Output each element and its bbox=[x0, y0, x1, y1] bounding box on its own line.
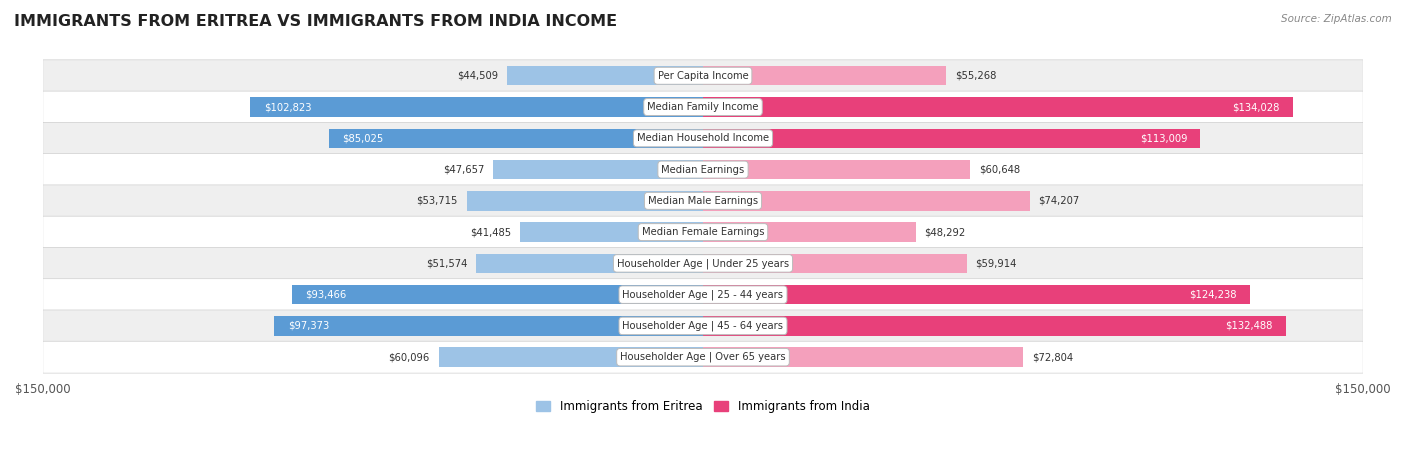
Text: $97,373: $97,373 bbox=[288, 321, 329, 331]
FancyBboxPatch shape bbox=[42, 310, 1364, 342]
Text: Householder Age | Under 25 years: Householder Age | Under 25 years bbox=[617, 258, 789, 269]
Text: Source: ZipAtlas.com: Source: ZipAtlas.com bbox=[1281, 14, 1392, 24]
Text: $85,025: $85,025 bbox=[342, 133, 384, 143]
Bar bbox=[703, 316, 1286, 336]
Bar bbox=[703, 66, 946, 85]
Text: $48,292: $48,292 bbox=[924, 227, 966, 237]
Bar bbox=[274, 316, 703, 336]
FancyBboxPatch shape bbox=[42, 122, 1364, 154]
Text: $60,648: $60,648 bbox=[979, 164, 1019, 175]
Text: $53,715: $53,715 bbox=[416, 196, 458, 206]
Text: $102,823: $102,823 bbox=[264, 102, 311, 112]
Bar bbox=[703, 222, 915, 242]
Bar bbox=[703, 191, 1029, 211]
Bar bbox=[439, 347, 703, 367]
Bar bbox=[467, 191, 703, 211]
Text: $132,488: $132,488 bbox=[1226, 321, 1272, 331]
FancyBboxPatch shape bbox=[42, 216, 1364, 248]
FancyBboxPatch shape bbox=[42, 341, 1364, 373]
Bar bbox=[703, 160, 970, 179]
Text: $134,028: $134,028 bbox=[1232, 102, 1279, 112]
Bar bbox=[520, 222, 703, 242]
Bar bbox=[291, 285, 703, 304]
Bar bbox=[508, 66, 703, 85]
Text: Householder Age | 25 - 44 years: Householder Age | 25 - 44 years bbox=[623, 290, 783, 300]
Bar bbox=[329, 128, 703, 148]
FancyBboxPatch shape bbox=[42, 60, 1364, 92]
Text: $124,238: $124,238 bbox=[1189, 290, 1237, 300]
Bar bbox=[703, 97, 1294, 117]
FancyBboxPatch shape bbox=[42, 91, 1364, 123]
Text: Householder Age | Over 65 years: Householder Age | Over 65 years bbox=[620, 352, 786, 362]
Bar bbox=[703, 128, 1201, 148]
Text: $55,268: $55,268 bbox=[955, 71, 997, 81]
Bar bbox=[494, 160, 703, 179]
Text: $72,804: $72,804 bbox=[1032, 352, 1073, 362]
Text: Median Female Earnings: Median Female Earnings bbox=[641, 227, 765, 237]
Bar bbox=[250, 97, 703, 117]
Bar bbox=[477, 254, 703, 273]
Text: Householder Age | 45 - 64 years: Householder Age | 45 - 64 years bbox=[623, 321, 783, 331]
FancyBboxPatch shape bbox=[42, 154, 1364, 185]
Text: $47,657: $47,657 bbox=[443, 164, 485, 175]
Text: Median Household Income: Median Household Income bbox=[637, 133, 769, 143]
Text: $44,509: $44,509 bbox=[457, 71, 498, 81]
Text: Median Family Income: Median Family Income bbox=[647, 102, 759, 112]
Bar bbox=[703, 285, 1250, 304]
Bar bbox=[703, 347, 1024, 367]
Text: $113,009: $113,009 bbox=[1140, 133, 1187, 143]
FancyBboxPatch shape bbox=[42, 185, 1364, 217]
Bar bbox=[703, 254, 967, 273]
Text: Median Earnings: Median Earnings bbox=[661, 164, 745, 175]
Text: Median Male Earnings: Median Male Earnings bbox=[648, 196, 758, 206]
Text: IMMIGRANTS FROM ERITREA VS IMMIGRANTS FROM INDIA INCOME: IMMIGRANTS FROM ERITREA VS IMMIGRANTS FR… bbox=[14, 14, 617, 29]
FancyBboxPatch shape bbox=[42, 248, 1364, 279]
Text: $59,914: $59,914 bbox=[976, 258, 1017, 269]
Text: $51,574: $51,574 bbox=[426, 258, 467, 269]
FancyBboxPatch shape bbox=[42, 279, 1364, 311]
Text: $60,096: $60,096 bbox=[388, 352, 430, 362]
Text: Per Capita Income: Per Capita Income bbox=[658, 71, 748, 81]
Text: $74,207: $74,207 bbox=[1039, 196, 1080, 206]
Text: $93,466: $93,466 bbox=[305, 290, 346, 300]
Text: $41,485: $41,485 bbox=[471, 227, 512, 237]
Legend: Immigrants from Eritrea, Immigrants from India: Immigrants from Eritrea, Immigrants from… bbox=[531, 396, 875, 418]
